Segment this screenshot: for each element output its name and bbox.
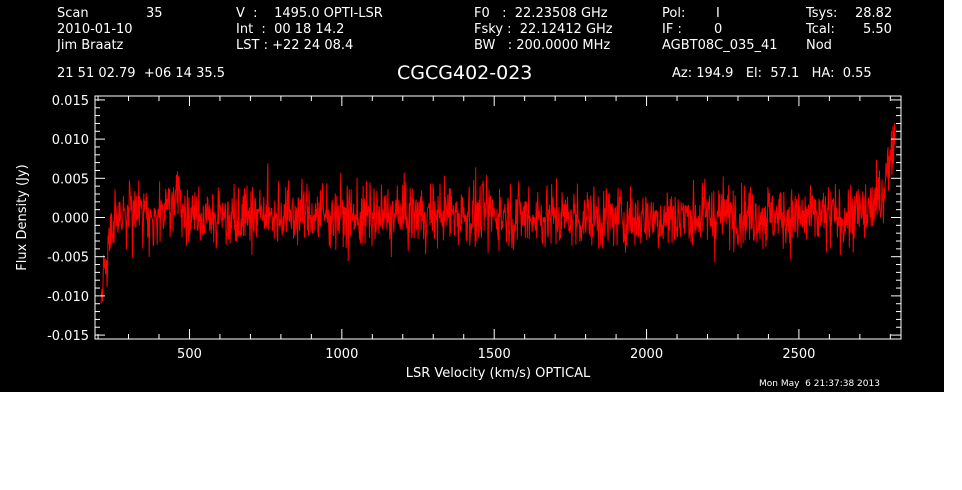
if-label: IF : bbox=[662, 22, 682, 37]
lst-line: LST : +22 24 08.4 bbox=[236, 38, 354, 53]
integration-line: Int : 00 18 14.2 bbox=[236, 22, 345, 37]
y-tick-label: -0.015 bbox=[47, 329, 89, 344]
tcal-label: Tcal: bbox=[806, 22, 835, 37]
scan-number: 35 bbox=[146, 6, 163, 21]
y-tick-label: 0.000 bbox=[52, 212, 89, 227]
x-tick-label: 1500 bbox=[478, 347, 511, 362]
x-tick-label: 2000 bbox=[630, 347, 663, 362]
rest-frequency-line: F0 : 22.23508 GHz bbox=[474, 6, 608, 21]
plot-panel: Scan 35 2010-01-10 Jim Braatz V : 1495.0… bbox=[0, 0, 944, 392]
x-tick-label: 500 bbox=[177, 347, 202, 362]
y-tick-label: -0.010 bbox=[47, 290, 89, 305]
if-value: 0 bbox=[714, 22, 723, 37]
bandwidth-line: BW : 200.0000 MHz bbox=[474, 38, 611, 53]
pol-value: I bbox=[716, 6, 720, 21]
source-coordinates: 21 51 02.79 +06 14 35.5 bbox=[57, 66, 226, 81]
observing-mode: Nod bbox=[806, 38, 832, 53]
x-tick-label: 1000 bbox=[325, 347, 358, 362]
observer-name: Jim Braatz bbox=[57, 38, 124, 53]
tsys-value: 28.82 bbox=[855, 6, 893, 21]
y-tick-label: -0.005 bbox=[47, 251, 89, 266]
scan-label: Scan bbox=[57, 6, 89, 21]
tsys-label: Tsys: bbox=[806, 6, 838, 21]
y-tick-label: 0.010 bbox=[52, 133, 89, 148]
pol-label: Pol: bbox=[662, 6, 686, 21]
pointing-line: Az: 194.9 El: 57.1 HA: 0.55 bbox=[672, 66, 872, 81]
project-id: AGBT08C_035_41 bbox=[662, 38, 778, 53]
y-tick-label: 0.005 bbox=[52, 172, 89, 187]
spectrum-chart: 500 1000 1500 2000 2500 -0.015 -0.010 -0.005 0.0… bbox=[15, 94, 902, 381]
tcal-value: 5.50 bbox=[863, 22, 892, 37]
observation-date: 2010-01-10 bbox=[57, 22, 133, 37]
y-tick-label: 0.015 bbox=[52, 94, 89, 109]
velocity-line: V : 1495.0 OPTI-LSR bbox=[236, 6, 383, 21]
source-name: CGCG402-023 bbox=[397, 62, 533, 84]
plot-timestamp: Mon May 6 21:37:38 2013 bbox=[759, 379, 880, 389]
sky-frequency-line: Fsky : 22.12412 GHz bbox=[474, 22, 613, 37]
spectrum-trace bbox=[100, 123, 896, 304]
x-tick-label: 2500 bbox=[782, 347, 815, 362]
x-axis-label: LSR Velocity (km/s) OPTICAL bbox=[406, 366, 591, 381]
y-axis-label: Flux Density (Jy) bbox=[15, 164, 30, 270]
